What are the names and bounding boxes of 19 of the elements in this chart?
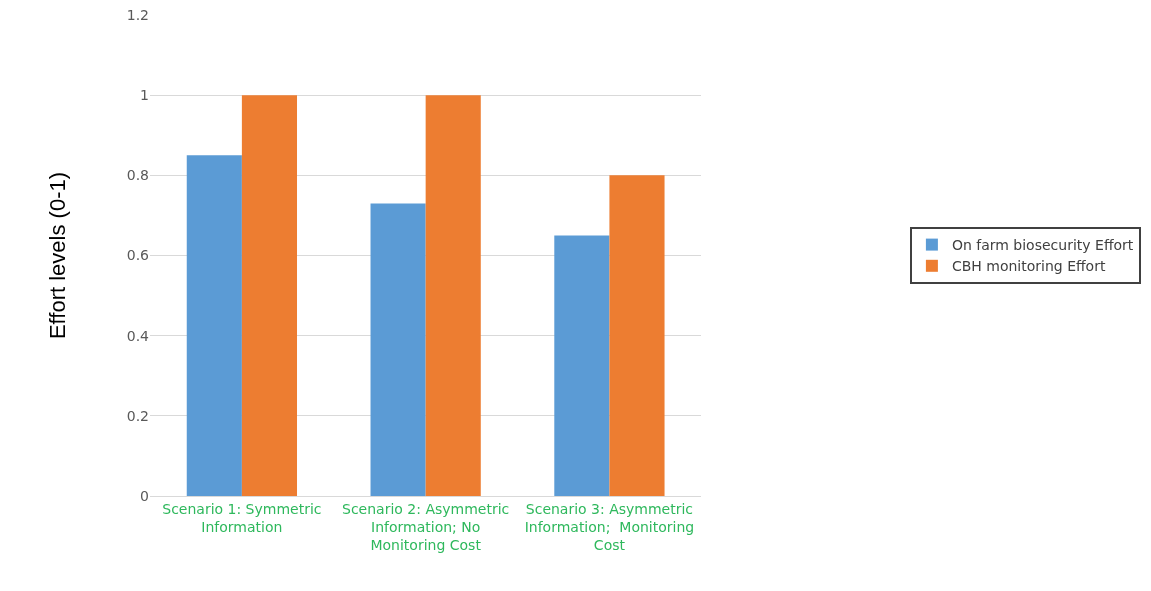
legend-label: On farm biosecurity Effort xyxy=(951,237,1134,254)
y-tick-label: 0.8 xyxy=(126,167,149,184)
bar xyxy=(370,203,426,496)
y-tick-label: 1 xyxy=(140,87,149,104)
bar xyxy=(186,155,242,496)
y-tick-label: 1.2 xyxy=(126,6,149,23)
y-tick-label: 0.2 xyxy=(126,407,149,424)
x-tick-label: Scenario 1: Symmetric Information xyxy=(162,500,322,535)
y-axis-title: Effort levels (0-1) xyxy=(44,171,70,340)
y-tick-label: 0.6 xyxy=(126,247,150,264)
y-tick-label: 0 xyxy=(140,487,149,504)
x-tick-label: Scenario 2: Asymmetric Information; No Monitoring Cost xyxy=(342,500,510,554)
bar xyxy=(425,95,481,496)
bar xyxy=(241,95,298,496)
bar xyxy=(554,235,610,496)
legend-label: CBH monitoring Effort xyxy=(951,258,1106,275)
bar xyxy=(609,175,665,496)
x-tick-label: Scenario 3: Asymmetric Information; Monitoring Cost xyxy=(524,500,695,554)
y-tick-label: 0.4 xyxy=(126,327,150,344)
